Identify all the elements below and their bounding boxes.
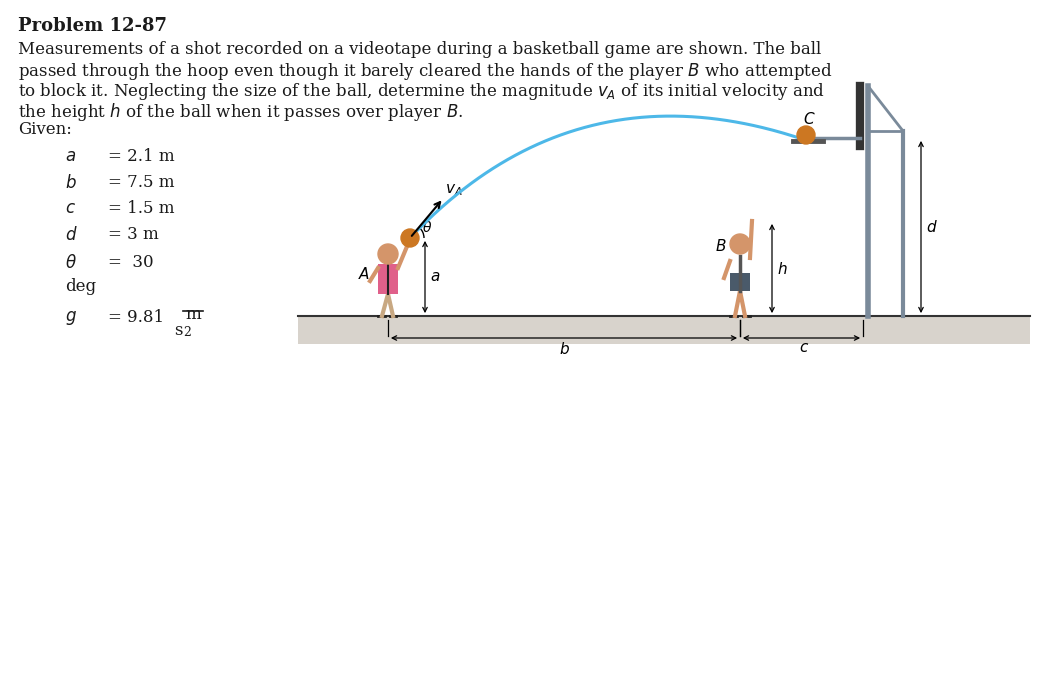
- Text: s: s: [174, 322, 183, 339]
- Text: $\theta$: $\theta$: [65, 254, 77, 272]
- Bar: [378, 264, 398, 294]
- Circle shape: [797, 126, 815, 144]
- Text: $c$: $c$: [65, 200, 76, 217]
- Text: = 7.5 m: = 7.5 m: [108, 174, 174, 191]
- Bar: [298, 316, 1030, 344]
- Text: = 3 m: = 3 m: [108, 226, 159, 243]
- Text: $g$: $g$: [65, 309, 77, 327]
- Text: $b$: $b$: [558, 341, 570, 357]
- Text: $a$: $a$: [430, 270, 440, 284]
- Text: $\theta$: $\theta$: [423, 220, 432, 235]
- Text: $a$: $a$: [65, 148, 76, 165]
- Text: = 9.81: = 9.81: [108, 309, 164, 326]
- Bar: [730, 273, 750, 291]
- Text: m: m: [185, 306, 201, 323]
- Text: passed through the hoop even though it barely cleared the hands of the player $B: passed through the hoop even though it b…: [18, 61, 832, 82]
- Text: $B$: $B$: [715, 238, 726, 254]
- Circle shape: [378, 244, 398, 264]
- Text: 2: 2: [183, 326, 191, 339]
- Circle shape: [730, 234, 750, 254]
- Text: = 2.1 m: = 2.1 m: [108, 148, 174, 165]
- Text: $b$: $b$: [65, 174, 77, 192]
- Text: $h$: $h$: [777, 261, 787, 276]
- Circle shape: [401, 229, 419, 247]
- Text: = 1.5 m: = 1.5 m: [108, 200, 174, 217]
- Text: $d$: $d$: [926, 219, 937, 235]
- Text: Given:: Given:: [18, 121, 71, 138]
- Text: $c$: $c$: [799, 341, 809, 355]
- Text: Measurements of a shot recorded on a videotape during a basketball game are show: Measurements of a shot recorded on a vid…: [18, 41, 821, 58]
- Text: $d$: $d$: [65, 226, 78, 244]
- Text: $A$: $A$: [358, 266, 370, 282]
- Text: $v_A$: $v_A$: [446, 183, 463, 198]
- Text: the height $h$ of the ball when it passes over player $B$.: the height $h$ of the ball when it passe…: [18, 101, 463, 123]
- Text: Problem 12-87: Problem 12-87: [18, 17, 167, 35]
- Text: $C$: $C$: [803, 111, 816, 127]
- Text: =  30: = 30: [108, 254, 153, 271]
- Text: to block it. Neglecting the size of the ball, determine the magnitude $v_A$ of i: to block it. Neglecting the size of the …: [18, 81, 825, 102]
- Text: deg: deg: [65, 278, 96, 295]
